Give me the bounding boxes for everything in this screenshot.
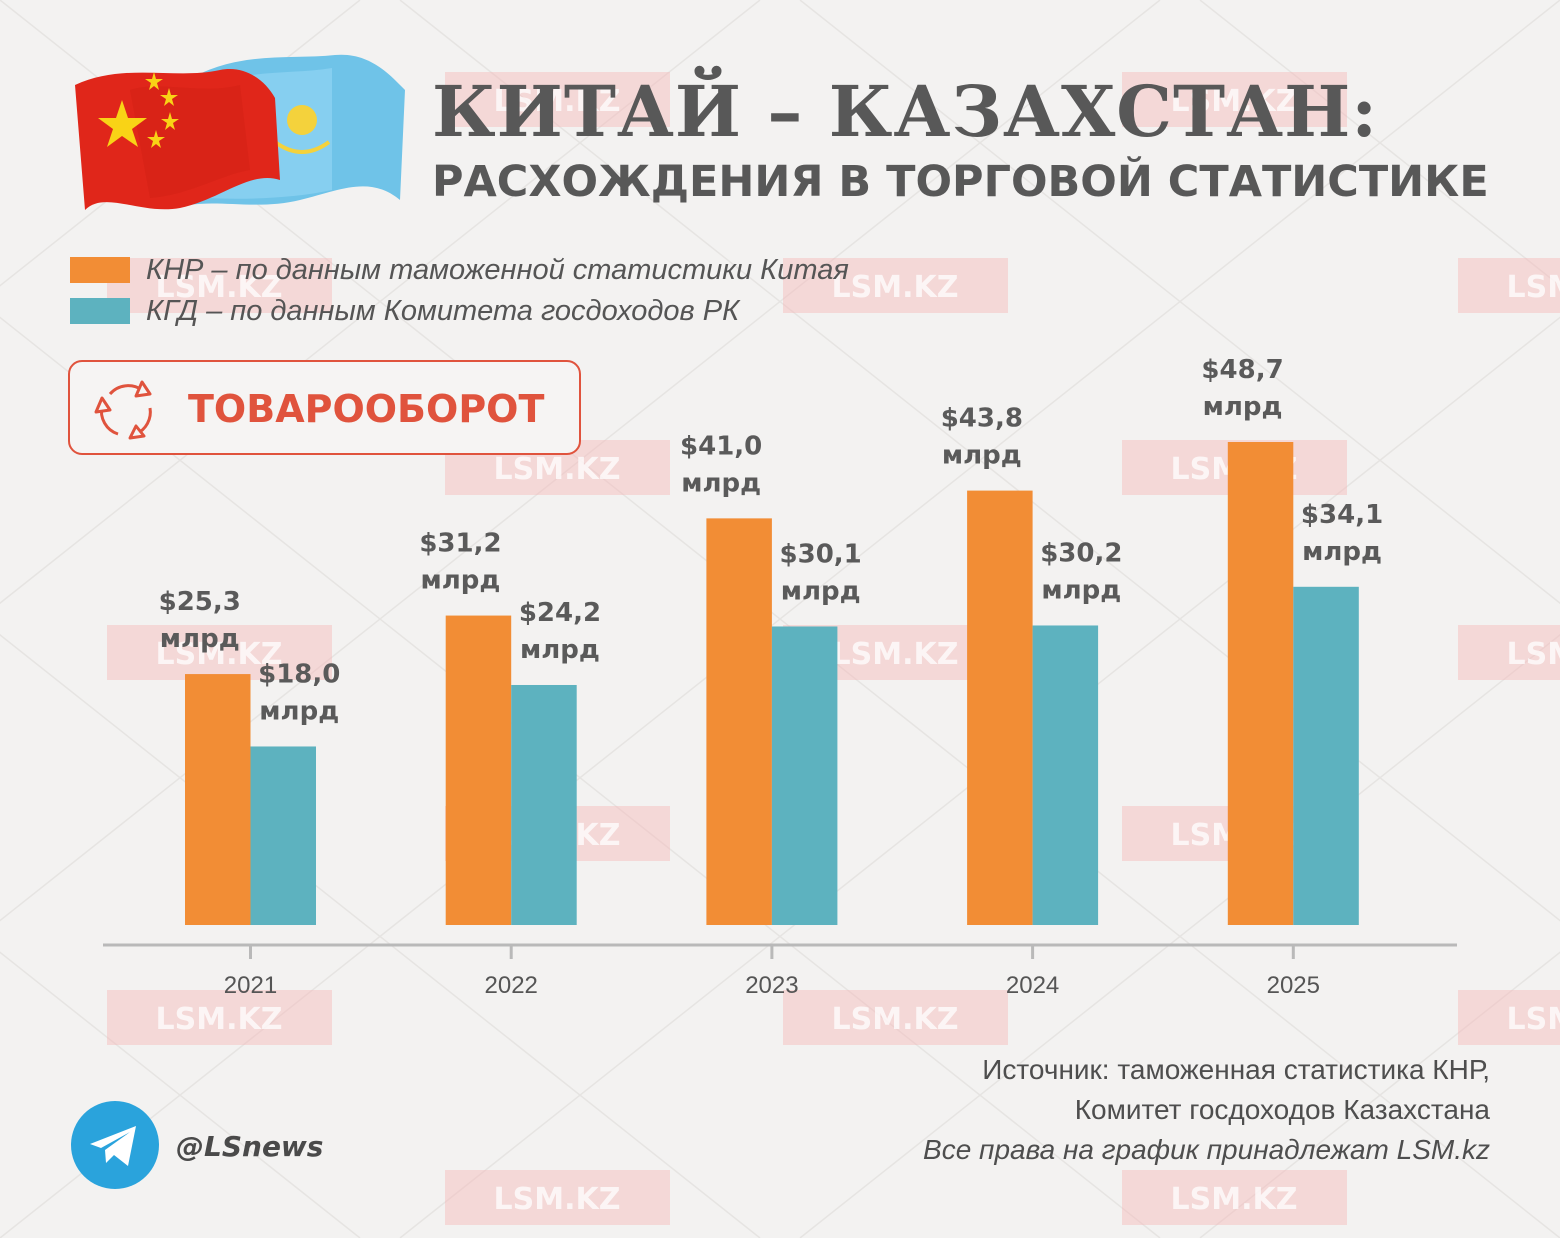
x-tick-label-2023: 2023 (745, 972, 798, 999)
bar-kazakhstan-2025 (1293, 586, 1359, 925)
bar-china-2023 (706, 518, 772, 925)
watermark-text: LSM.KZ (1171, 84, 1298, 119)
watermark-text: LSM.KZ (1507, 637, 1560, 672)
watermark-text: LSM.KZ (156, 270, 283, 305)
value-unit-label: млрд (942, 441, 1022, 471)
watermark-text: LSM.KZ (494, 452, 621, 487)
bar-kazakhstan-2024 (1032, 625, 1099, 925)
legend-item-kazakhstan: КГД – по данным Комитета госдоходов РК (70, 293, 739, 329)
value-label: $31,2 (419, 529, 501, 559)
page-subtitle: РАСХОЖДЕНИЯ В ТОРГОВОЙ СТАТИСТИКЕ (432, 157, 1489, 207)
bar-china-2022 (445, 615, 512, 925)
x-tick-label-2025: 2025 (1267, 972, 1320, 999)
watermark-text: LSM.KZ (156, 637, 283, 672)
legend-item-china: КНР – по данным таможенной статистики Ки… (70, 252, 849, 288)
watermark-box (1458, 258, 1560, 313)
bar-china-2021 (185, 674, 251, 925)
watermark-text: LSM.KZ (1171, 1182, 1298, 1217)
value-label: $18,0 (258, 659, 340, 689)
watermark-text: LSM.KZ (1507, 270, 1560, 305)
watermark-box (107, 625, 332, 680)
value-label: $34,1 (1301, 500, 1383, 530)
value-label: $24,2 (519, 598, 601, 628)
watermark-box (1458, 990, 1560, 1045)
value-unit-label: млрд (160, 624, 240, 654)
value-unit-label: млрд (259, 696, 339, 726)
watermark-text: LSM.KZ (156, 1002, 283, 1037)
bar-kazakhstan-2021 (250, 746, 316, 925)
legend-label-china: КНР – по данным таможенной статистики Ки… (146, 253, 849, 286)
value-label: $30,2 (1040, 538, 1122, 568)
watermark-box (783, 990, 1008, 1045)
rights-line: Все права на график принадлежат LSM.kz (923, 1134, 1490, 1165)
bar-china-2024 (967, 490, 1033, 925)
source-note: Источник: таможенная статистика КНР, Ком… (923, 1050, 1490, 1170)
watermark-box (107, 990, 332, 1045)
bar-kazakhstan-2023 (771, 626, 838, 925)
trade-turnover-badge: ТОВАРООБОРОТ (68, 360, 581, 455)
value-unit-label: млрд (1041, 575, 1121, 605)
watermark-box (1122, 1170, 1347, 1225)
watermark-box (783, 258, 1008, 313)
legend-swatch-kazakhstan (70, 298, 130, 324)
value-label: $25,3 (159, 587, 241, 617)
recycle-arrows-icon (94, 380, 152, 440)
source-line-1: Источник: таможенная статистика КНР, (982, 1054, 1490, 1085)
watermark-text: LSM.KZ (1507, 1002, 1560, 1037)
x-tick-label-2021: 2021 (224, 972, 277, 999)
value-label: $43,8 (941, 404, 1023, 434)
watermark-box (107, 258, 332, 313)
watermark-box (1458, 625, 1560, 680)
watermark-text: LSM.KZ (832, 270, 959, 305)
watermark-box (1122, 72, 1347, 127)
value-label: $41,0 (680, 431, 762, 461)
value-label: $48,7 (1201, 355, 1283, 385)
value-unit-label: млрд (1302, 537, 1382, 567)
telegram-icon[interactable] (70, 1100, 160, 1190)
china-kazakhstan-flags-icon (75, 54, 405, 210)
watermark-text: LSM.KZ (832, 1002, 959, 1037)
watermark-text: LSM.KZ (494, 84, 621, 119)
watermark-box (445, 72, 670, 127)
watermark-box (445, 1170, 670, 1225)
legend-swatch-china (70, 257, 130, 283)
bar-china-2025 (1227, 442, 1294, 925)
x-tick-label-2022: 2022 (485, 972, 538, 999)
legend-label-kazakhstan: КГД – по данным Комитета госдоходов РК (146, 294, 740, 327)
value-unit-label: млрд (781, 576, 861, 606)
watermark-text: LSM.KZ (832, 637, 959, 672)
x-tick-label-2024: 2024 (1006, 972, 1059, 999)
value-unit-label: млрд (420, 566, 500, 596)
value-unit-label: млрд (520, 635, 600, 665)
page-title: КИТАЙ – КАЗАХСТАН: (432, 70, 1379, 153)
value-label: $30,1 (780, 539, 862, 569)
value-unit-label: млрд (1203, 392, 1283, 422)
value-unit-label: млрд (681, 468, 761, 498)
source-line-2: Комитет госдоходов Казахстана (1074, 1094, 1490, 1125)
badge-label: ТОВАРООБОРОТ (188, 387, 545, 431)
watermark-text: LSM.KZ (494, 1182, 621, 1217)
bar-kazakhstan-2022 (511, 684, 577, 925)
telegram-handle[interactable]: @LSnews (176, 1130, 324, 1163)
